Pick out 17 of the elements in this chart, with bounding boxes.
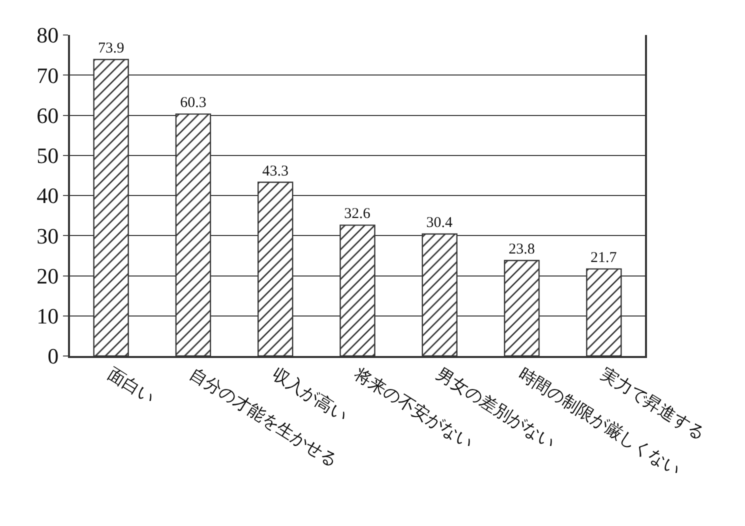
y-tick-label: 70 bbox=[36, 62, 59, 88]
data-label: 60.3 bbox=[180, 95, 206, 112]
data-label: 23.8 bbox=[508, 242, 535, 258]
y-tick-label: 20 bbox=[36, 263, 59, 288]
data-label: 30.4 bbox=[426, 215, 454, 232]
x-tick-label: 面白い bbox=[104, 364, 158, 408]
data-label: 32.6 bbox=[344, 206, 371, 222]
y-tick-label: 30 bbox=[36, 223, 59, 248]
y-tick-label: 50 bbox=[36, 143, 59, 168]
data-label: 73.9 bbox=[98, 40, 124, 56]
data-label: 43.3 bbox=[262, 163, 288, 180]
y-tick-label: 10 bbox=[36, 304, 59, 329]
y-tick-label: 80 bbox=[36, 22, 59, 48]
y-tick-label: 60 bbox=[36, 102, 59, 128]
y-tick-label: 40 bbox=[36, 183, 59, 208]
y-tick-label: 0 bbox=[48, 344, 59, 369]
data-label: 21.7 bbox=[590, 250, 618, 266]
